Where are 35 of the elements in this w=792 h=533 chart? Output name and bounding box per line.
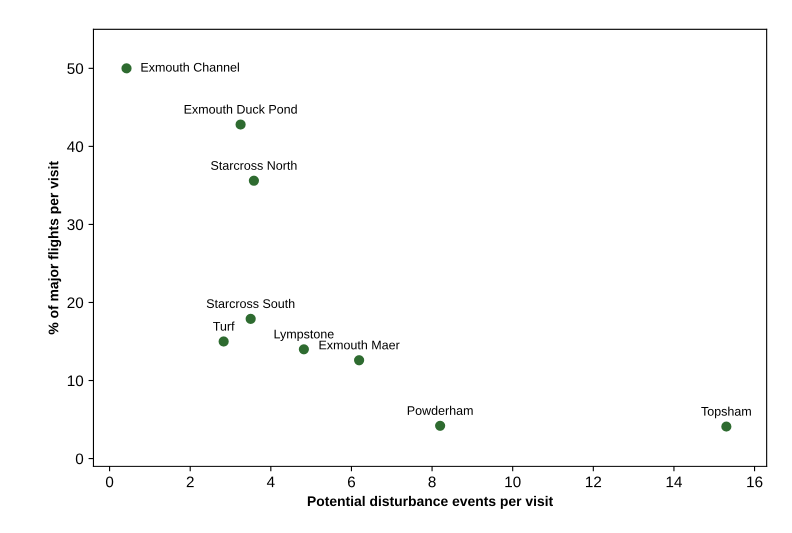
point xyxy=(354,355,364,366)
annotation: Exmouth Maer xyxy=(319,340,400,350)
annotation: Starcross North xyxy=(211,160,296,170)
y-tick-label: 20 xyxy=(68,297,84,308)
point xyxy=(246,314,256,324)
y-axis-title: % of major flights per visit xyxy=(48,161,62,334)
point xyxy=(721,421,732,432)
x-tick-label: 0 xyxy=(106,476,114,488)
y-tick-label: 0 xyxy=(76,453,84,464)
annotation: Lympstone xyxy=(274,330,334,341)
annotation: Exmouth Duck Pond xyxy=(184,104,297,114)
x-tick-label: 4 xyxy=(266,476,275,488)
x-tick-label: 2 xyxy=(186,476,194,488)
x-tick-label: 10 xyxy=(505,476,521,488)
point xyxy=(435,420,446,431)
x-axis-title: Potential disturbance events per visit xyxy=(308,496,554,509)
point xyxy=(236,119,246,130)
x-tick-label: 6 xyxy=(348,476,356,488)
point xyxy=(121,63,132,74)
annotation: Exmouth Channel xyxy=(141,62,239,72)
point xyxy=(248,176,259,186)
x-tick-label: 12 xyxy=(586,476,602,488)
annotation: Turf xyxy=(213,322,235,331)
y-tick-label: 50 xyxy=(67,63,84,74)
point xyxy=(218,336,229,347)
y-tick-label: 30 xyxy=(67,219,84,230)
y-tick-label: 10 xyxy=(68,375,84,386)
point xyxy=(298,344,309,354)
x-tick-label: 14 xyxy=(666,476,682,488)
y-tick-label: 40 xyxy=(67,141,84,152)
annotation: Powderham xyxy=(408,406,473,415)
x-tick-label: 8 xyxy=(428,476,436,488)
annotation: Starcross South xyxy=(206,298,294,308)
annotation: Topsham xyxy=(701,406,751,418)
x-tick-label: 16 xyxy=(747,476,762,488)
